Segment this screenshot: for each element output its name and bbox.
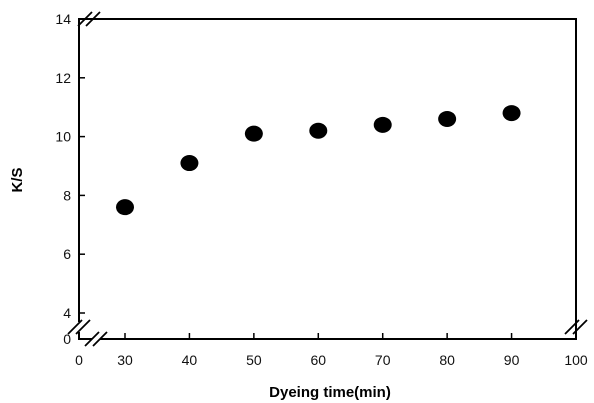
data-points: [116, 105, 521, 216]
y-axis-title: K/S: [9, 167, 26, 192]
x-tick-label: 90: [504, 352, 520, 368]
x-tick-label: 70: [375, 352, 391, 368]
y-tick-label: 14: [55, 11, 71, 27]
top-break-mark: [85, 11, 101, 27]
data-point: [244, 125, 263, 142]
x-tick-label: 0: [75, 352, 83, 368]
x-tick-label: 80: [439, 352, 455, 368]
x-tick-label: 30: [117, 352, 133, 368]
x-axis-break-mark: [92, 331, 108, 347]
data-point: [116, 199, 134, 216]
data-point: [309, 122, 328, 139]
x-axis-ticks: 0 30 40 50 60 70 80 90 100: [75, 333, 588, 368]
data-point: [502, 105, 521, 122]
y-tick-label: 4: [63, 305, 71, 321]
y-tick-label: 8: [63, 187, 71, 203]
y-axis-break-mark: [75, 319, 91, 335]
x-tick-label: 50: [246, 352, 262, 368]
data-point: [438, 110, 457, 127]
x-tick-label: 60: [310, 352, 326, 368]
y-axis-break-mark: [67, 319, 83, 335]
y-tick-label: 6: [63, 246, 71, 262]
y-tick-label: 12: [55, 70, 71, 86]
y-tick-label: 0: [63, 331, 71, 347]
y-axis-ticks: 0 4 6 8 10 12 14: [55, 11, 85, 347]
x-tick-label: 40: [182, 352, 198, 368]
y-axis-gap: [76, 322, 82, 332]
right-break-mark: [572, 319, 588, 335]
x-tick-label: 100: [564, 352, 588, 368]
x-axis-title: Dyeing time(min): [269, 384, 391, 401]
x-axis-gap: [92, 336, 100, 342]
x-axis-break-mark: [84, 331, 100, 347]
right-break-mark: [564, 319, 580, 335]
y-tick-label: 10: [55, 129, 71, 145]
top-break-mark: [77, 11, 93, 27]
axis-break-marks: [67, 11, 588, 347]
data-point: [180, 155, 199, 172]
plot-frame: [78, 18, 577, 340]
data-point: [373, 116, 392, 133]
